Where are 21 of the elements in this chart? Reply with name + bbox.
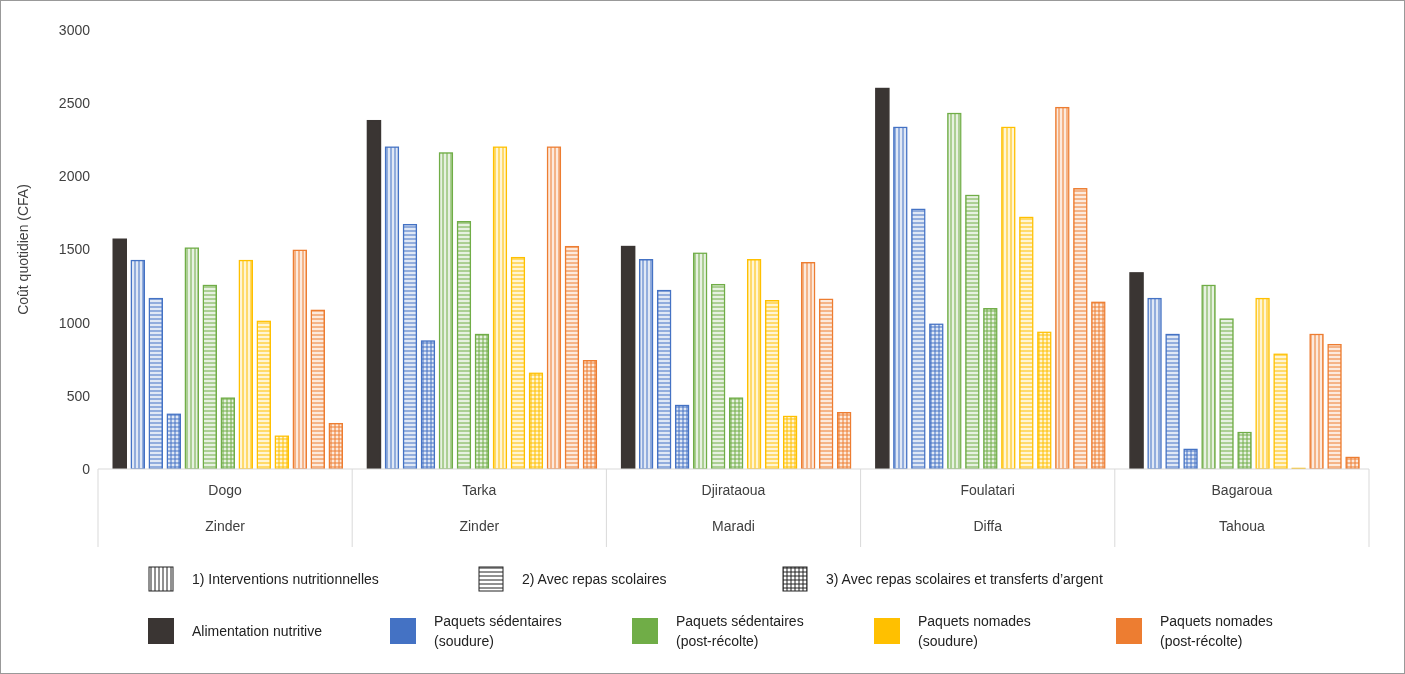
- legend-label: Paquets nomades (soudure): [918, 613, 1031, 649]
- text: 1) Interventions nutritionnelles: [192, 571, 379, 587]
- category-label: Tarka Zinder: [459, 482, 500, 534]
- y-tick-label: 0: [82, 460, 91, 477]
- legend-label: Paquets nomades (post-récolte): [1160, 613, 1273, 649]
- y-tick-label: 500: [66, 387, 91, 404]
- text: 2) Avec repas scolaires: [522, 571, 667, 587]
- category-label: Bagaroua Tahoua: [1211, 482, 1273, 534]
- category-label: Djirataoua Maradi: [701, 482, 766, 534]
- y-tick-label: 3000: [58, 21, 91, 38]
- text: 3) Avec repas scolaires et transferts d’argent: [826, 571, 1103, 587]
- legend-label: Paquets sédentaires (post-récolte): [676, 613, 804, 649]
- category-label: Dogo Zinder: [205, 482, 245, 534]
- legend-label: Paquets sédentaires (soudure): [434, 613, 562, 649]
- legend-label: Alimentation nutritive: [192, 623, 323, 639]
- y-tick-label: 2000: [58, 168, 91, 185]
- category-label: Foulatari Diffa: [960, 482, 1015, 534]
- y-tick-label: 2500: [58, 95, 91, 112]
- y-tick-label: 1500: [58, 241, 91, 258]
- y-tick-label: 1000: [58, 314, 91, 331]
- y-axis-title: Coût quotidien (CFA): [14, 184, 31, 315]
